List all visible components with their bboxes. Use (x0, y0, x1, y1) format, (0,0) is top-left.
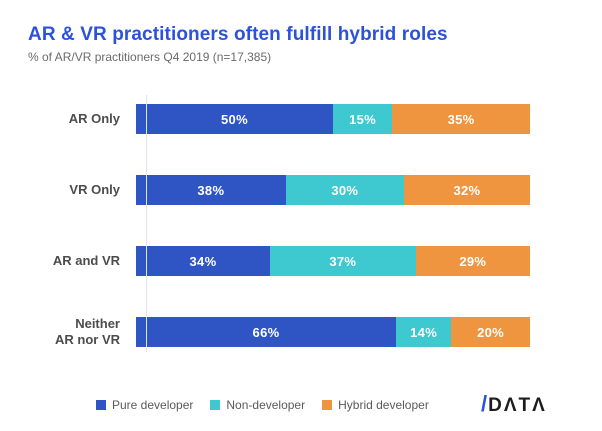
bar-value-label: 15% (349, 111, 376, 127)
bar-segment: 37% (269, 246, 416, 276)
bar-value-label: 20% (477, 324, 505, 340)
legend-label: Non-developer (226, 398, 306, 412)
logo-wordmark: DΛTΛ (488, 395, 547, 416)
bar-value-label: 37% (329, 253, 357, 269)
chart-subtitle: % of AR/VR practitioners Q4 2019 (n=17,3… (28, 50, 272, 64)
bar-segment: 15% (333, 104, 393, 134)
legend-label: Pure developer (112, 398, 194, 412)
legend-swatch-icon (210, 400, 221, 410)
bar-segment: 32% (403, 175, 530, 205)
bar-segment: 29% (415, 246, 530, 276)
bar-value-label: 30% (331, 182, 359, 198)
bar-value-label: 50% (221, 111, 248, 127)
category-label: Neither AR nor VR (55, 315, 120, 347)
legend-item: Non-developer (210, 398, 305, 412)
chart-title: AR & VR practitioners often fulfill hybr… (28, 24, 448, 45)
bar-value-label: 66% (252, 324, 280, 340)
bar-segment: 38% (136, 175, 286, 205)
bar-track: 66% 14% 20% (136, 317, 530, 347)
category-label: AR and VR (52, 252, 120, 268)
legend-swatch-icon (96, 400, 106, 410)
bar-segment: 50% (136, 104, 333, 134)
bar-track: 50% 15% 35% (136, 104, 530, 134)
bar-segment: 35% (392, 104, 530, 134)
bar-row: VR Only 38% 30% 32% (28, 175, 574, 205)
logo-slash-mark: / (481, 391, 488, 416)
legend-item: Pure developer (96, 398, 193, 412)
bar-value-label: 38% (197, 182, 225, 198)
legend-item: Hybrid developer (322, 398, 429, 412)
category-label: AR Only (68, 110, 120, 126)
bar-row: AR Only 50% 15% 35% (28, 104, 574, 134)
bar-segment: 20% (451, 317, 530, 347)
bar-segment: 14% (396, 317, 452, 347)
legend: Pure developer Non-developer Hybrid develo… (96, 398, 429, 412)
bar-value-label: 14% (410, 324, 438, 340)
bar-track: 38% 30% 32% (136, 175, 530, 205)
slashdata-logo: / DΛTΛ (481, 393, 547, 417)
bar-row: Neither AR nor VR 66% 14% 20% (28, 315, 574, 347)
y-axis-line (146, 95, 147, 352)
bar-value-label: 29% (459, 253, 487, 269)
stacked-bar-chart: AR Only 50% 15% 35% VR Only 38% 30% 32% AR and V… (28, 95, 574, 352)
bar-row: AR and VR 34% 37% 29% (28, 246, 574, 276)
legend-swatch-icon (322, 400, 333, 410)
bar-segment: 34% (136, 246, 270, 276)
category-label: VR Only (69, 181, 120, 197)
bar-value-label: 32% (453, 182, 481, 198)
bar-segment: 66% (136, 317, 397, 347)
bar-rows: AR Only 50% 15% 35% VR Only 38% 30% 32% AR and V… (28, 104, 574, 347)
bar-segment: 30% (285, 175, 404, 205)
legend-label: Hybrid developer (338, 398, 429, 412)
bar-value-label: 34% (189, 253, 217, 269)
bar-value-label: 35% (447, 111, 475, 127)
bar-track: 34% 37% 29% (136, 246, 530, 276)
